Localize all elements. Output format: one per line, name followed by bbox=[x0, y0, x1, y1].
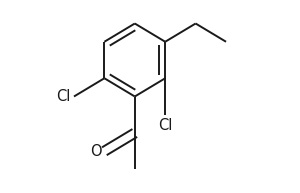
Text: Cl: Cl bbox=[158, 118, 172, 133]
Text: Cl: Cl bbox=[56, 89, 71, 104]
Text: O: O bbox=[90, 144, 101, 159]
